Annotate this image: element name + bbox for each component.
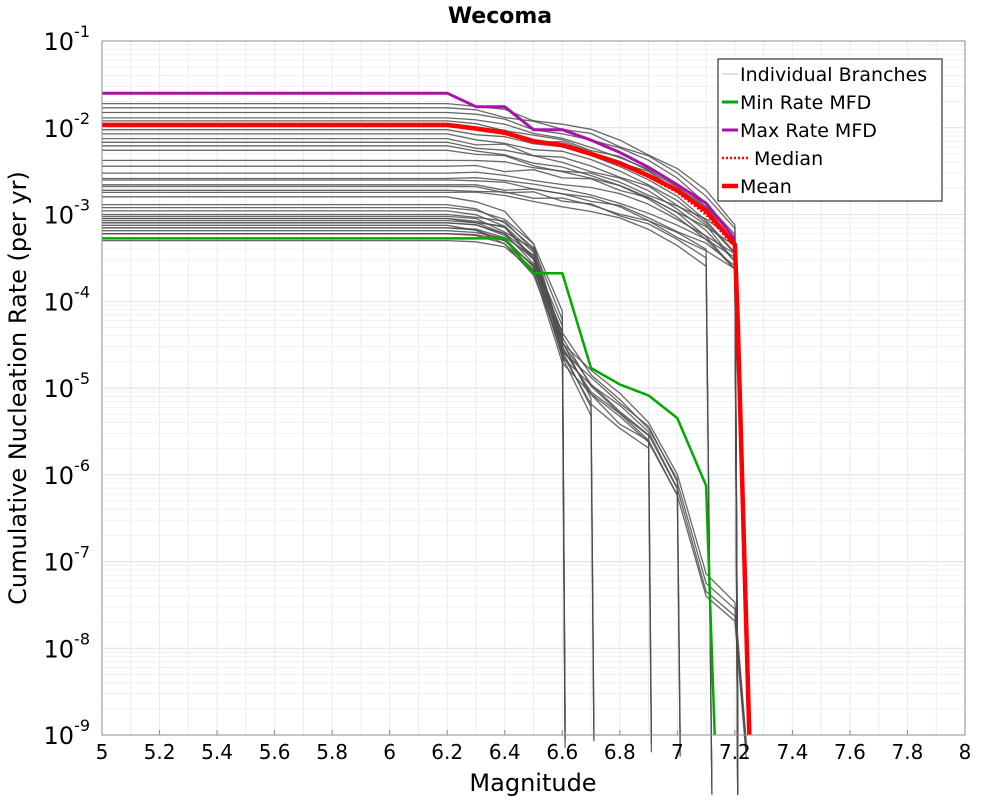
y-tick-label: 10-6 <box>44 456 91 490</box>
x-tick-label: 6.2 <box>431 740 463 764</box>
y-tick-label: 10-2 <box>44 109 91 143</box>
legend-label: Median <box>754 148 823 170</box>
series-mean <box>102 122 752 736</box>
branch-line <box>102 196 566 716</box>
x-tick-label: 7.6 <box>834 740 866 764</box>
branch-line <box>102 210 566 732</box>
plot-area-frame <box>101 40 966 736</box>
branch-line <box>102 191 713 796</box>
x-tick-label: 6.8 <box>604 740 636 764</box>
branch-line <box>102 137 739 745</box>
branch-line <box>102 120 739 730</box>
x-axis-ticks: 5 5.2 5.4 5.6 5.8 6 6.2 6.4 6.6 6.8 7 7.2 7.4 7.6 7.8 8 <box>96 730 972 764</box>
branch-line <box>102 159 739 796</box>
x-tick-label: 5.2 <box>144 740 176 764</box>
x-tick-label: 6.6 <box>546 740 578 764</box>
branch-line <box>102 224 566 748</box>
legend-label: Min Rate MFD <box>740 92 871 114</box>
x-tick-label: 5.8 <box>316 740 348 764</box>
branch-line <box>102 239 748 760</box>
legend: Individual Branches Min Rate MFD Max Rate … <box>717 58 943 202</box>
legend-label: Max Rate MFD <box>740 120 877 142</box>
x-tick-label: 7 <box>671 740 684 764</box>
branch-line <box>102 179 713 788</box>
series-max-rate-mfd <box>102 91 737 241</box>
branch-line <box>102 222 595 742</box>
branch-line <box>102 215 595 739</box>
x-tick-label: 7.2 <box>719 740 751 764</box>
y-tick-label: 10-4 <box>44 282 91 316</box>
y-tick-label: 10-1 <box>44 22 91 56</box>
branch-line <box>102 222 653 745</box>
series-min-rate-mfd <box>102 237 716 736</box>
x-axis-label: Magnitude <box>469 769 596 797</box>
x-tick-label: 7.8 <box>892 740 924 764</box>
y-tick-label: 10-8 <box>44 629 91 663</box>
legend-box <box>717 58 943 202</box>
summary-series <box>102 91 752 736</box>
branch-line <box>102 217 566 741</box>
branch-line <box>102 189 739 796</box>
branch-line <box>102 107 739 717</box>
y-tick-label: 10-5 <box>44 369 91 403</box>
x-tick-label: 5.6 <box>259 740 291 764</box>
x-tick-label: 6 <box>383 740 396 764</box>
y-tick-label: 10-3 <box>44 196 91 230</box>
x-tick-label: 5.4 <box>201 740 233 764</box>
branch-line <box>102 206 595 728</box>
branch-line <box>102 184 739 796</box>
branch-line <box>102 203 566 724</box>
x-tick-label: 8 <box>959 740 972 764</box>
branch-line <box>102 219 748 744</box>
x-tick-label: 7.4 <box>776 740 808 764</box>
y-tick-label: 10-9 <box>44 716 91 750</box>
branch-line <box>102 149 739 757</box>
branch-line <box>102 171 739 796</box>
y-axis-label: Cumulative Nucleation Rate (per yr) <box>4 171 32 605</box>
x-tick-label: 6.4 <box>489 740 521 764</box>
branch-line <box>102 227 748 750</box>
branch-line <box>102 185 713 794</box>
branch-line <box>102 141 739 752</box>
chart-title: Wecoma <box>448 4 552 29</box>
branch-line <box>102 177 739 796</box>
branch-line <box>102 233 748 753</box>
y-tick-label: 10-7 <box>44 543 91 577</box>
x-tick-label: 5 <box>96 740 109 764</box>
individual-branches <box>102 102 748 796</box>
y-axis-ticks: 10-1 10-2 10-3 10-4 10-5 10-6 10-7 10-8 10-9 <box>44 22 91 750</box>
legend-label: Mean <box>740 176 792 198</box>
branch-line <box>102 213 653 736</box>
branch-line <box>102 164 739 796</box>
legend-label: Individual Branches <box>740 64 927 86</box>
branch-line <box>102 133 739 740</box>
